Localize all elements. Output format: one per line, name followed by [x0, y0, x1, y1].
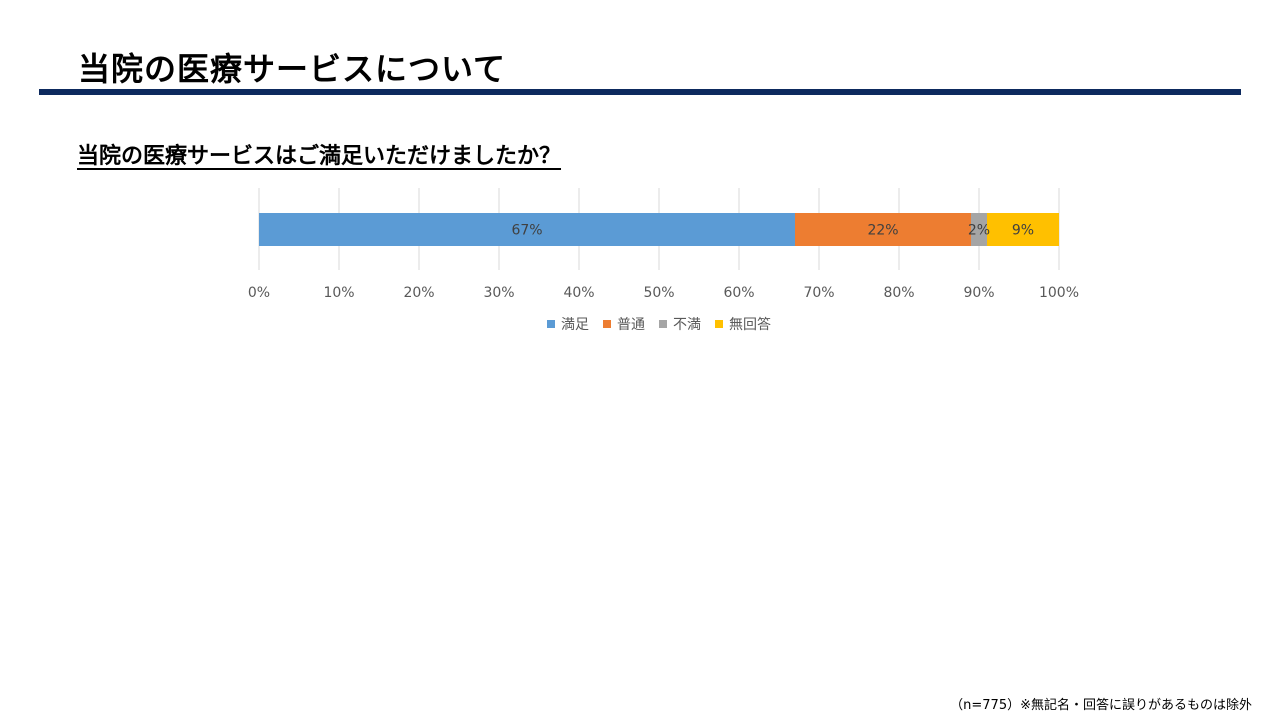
data-label: 9% [1012, 223, 1034, 239]
legend-swatch [547, 320, 555, 328]
legend-swatch [603, 320, 611, 328]
x-tick-label: 90% [963, 285, 994, 301]
x-tick-label: 0% [248, 285, 270, 301]
survey-question: 当院の医療サービスはご満足いただけましたか？ [77, 144, 562, 169]
x-tick-label: 80% [883, 285, 914, 301]
x-tick-label: 100% [1039, 285, 1079, 301]
x-tick-label: 70% [803, 285, 834, 301]
bar-segment [259, 213, 795, 246]
data-label: 2% [968, 223, 990, 239]
legend: 満足 普通 不満 無回答 [547, 316, 771, 333]
bar-segment [971, 213, 987, 246]
legend-swatch [659, 320, 667, 328]
data-label: 22% [867, 223, 898, 239]
x-tick-label: 40% [563, 285, 594, 301]
x-tick-label: 20% [403, 285, 434, 301]
data-label: 67% [511, 223, 542, 239]
x-tick-label: 30% [483, 285, 514, 301]
bar-segment [795, 213, 971, 246]
data-labels: 67% 22% 2% 9% [511, 223, 1034, 239]
footnote: （n=775）※無記名・回答に誤りがあるものは除外 [950, 698, 1252, 713]
legend-label: 普通 [617, 317, 645, 333]
legend-label: 満足 [561, 317, 589, 333]
stacked-bar-chart: 67% 22% 2% 9% 0% 10% 20% 30% 40% 50% 60% 70% 80% 90%… [248, 188, 1079, 333]
legend-swatch [715, 320, 723, 328]
bar-segment [987, 213, 1059, 246]
x-tick-label: 50% [643, 285, 674, 301]
x-tick-label: 10% [323, 285, 354, 301]
bar-segments [259, 213, 1059, 246]
title-rule [39, 89, 1241, 95]
x-axis-ticks: 0% 10% 20% 30% 40% 50% 60% 70% 80% 90% 100% [248, 285, 1079, 301]
x-tick-label: 60% [723, 285, 754, 301]
legend-label: 不満 [673, 317, 701, 333]
legend-label: 無回答 [729, 316, 771, 333]
slide-title: 当院の医療サービスについて [78, 50, 507, 88]
